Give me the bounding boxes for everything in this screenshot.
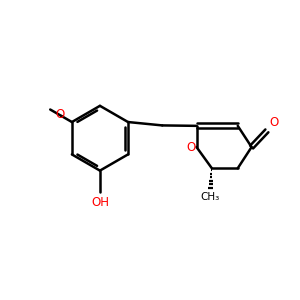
Text: CH₃: CH₃: [201, 192, 220, 202]
Text: OH: OH: [91, 196, 109, 208]
Text: O: O: [56, 108, 64, 121]
Text: O: O: [270, 116, 279, 129]
Text: O: O: [186, 141, 195, 154]
